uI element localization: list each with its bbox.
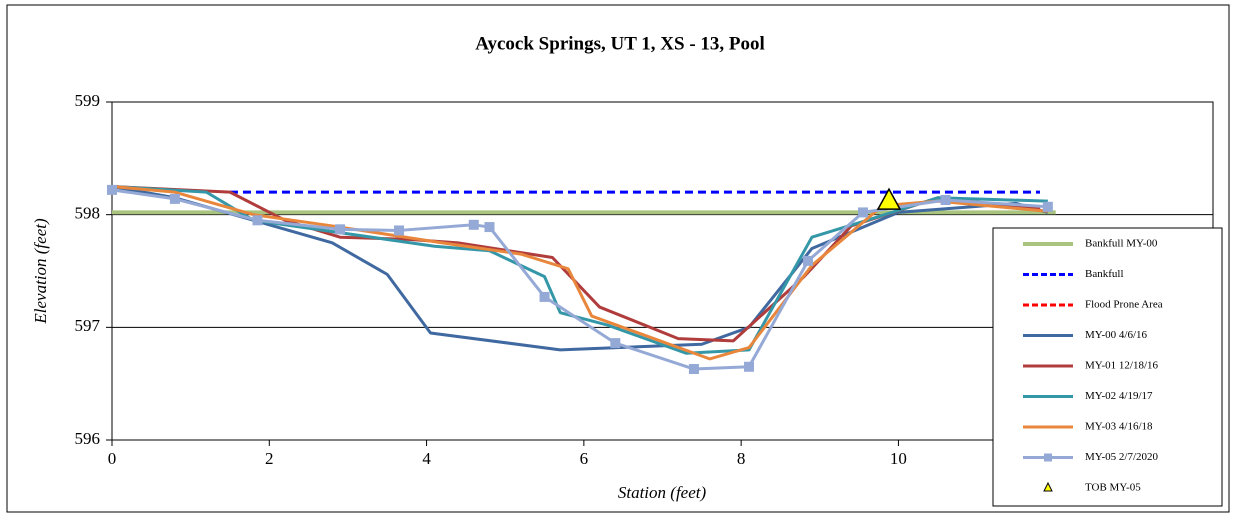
chart-title: Aycock Springs, UT 1, XS - 13, Pool xyxy=(475,33,765,54)
x-tick-label: 10 xyxy=(890,449,907,468)
point-marker xyxy=(107,184,117,195)
legend-label: Bankfull MY-00 xyxy=(1085,238,1158,250)
point-marker xyxy=(688,364,699,375)
legend-label: TOB MY-05 xyxy=(1085,482,1141,494)
point-marker xyxy=(610,338,621,349)
point-marker xyxy=(876,187,902,210)
y-tick-label: 598 xyxy=(75,204,101,223)
point-marker xyxy=(802,255,813,266)
legend-label: MY-00 4/6/16 xyxy=(1085,329,1148,341)
legend-label: MY-05 2/7/2020 xyxy=(1085,451,1159,463)
series-line xyxy=(111,188,1048,371)
point-marker xyxy=(394,225,405,236)
x-tick-label: 0 xyxy=(108,449,117,468)
legend-marker xyxy=(1044,453,1052,462)
y-axis-label: Elevation (feet) xyxy=(31,218,50,325)
point-marker xyxy=(335,224,346,235)
point-marker xyxy=(252,215,263,226)
legend-label: Bankfull xyxy=(1085,268,1124,280)
point-marker xyxy=(468,219,479,230)
point-marker xyxy=(484,222,495,233)
x-axis-label: Station (feet) xyxy=(618,483,707,502)
legend-marker xyxy=(1043,481,1053,492)
y-tick-label: 597 xyxy=(75,316,101,335)
point-marker xyxy=(744,361,755,372)
x-tick-label: 8 xyxy=(737,449,746,468)
legend-label: MY-02 4/19/17 xyxy=(1085,390,1153,402)
point-marker xyxy=(1042,201,1053,212)
point-marker xyxy=(940,195,951,206)
point-marker xyxy=(858,207,869,218)
y-tick-label: 599 xyxy=(75,91,101,110)
legend-label: MY-01 12/18/16 xyxy=(1085,360,1159,372)
legend-label: Flood Prone Area xyxy=(1085,299,1163,311)
point-marker xyxy=(539,291,550,302)
y-tick-label: 596 xyxy=(75,429,101,448)
x-tick-label: 6 xyxy=(580,449,589,468)
x-tick-label: 4 xyxy=(422,449,431,468)
chart-frame xyxy=(6,4,1230,513)
series-line xyxy=(111,185,1048,361)
x-tick-label: 2 xyxy=(265,449,274,468)
point-marker xyxy=(169,193,180,204)
legend-label: MY-03 4/16/18 xyxy=(1085,421,1153,433)
